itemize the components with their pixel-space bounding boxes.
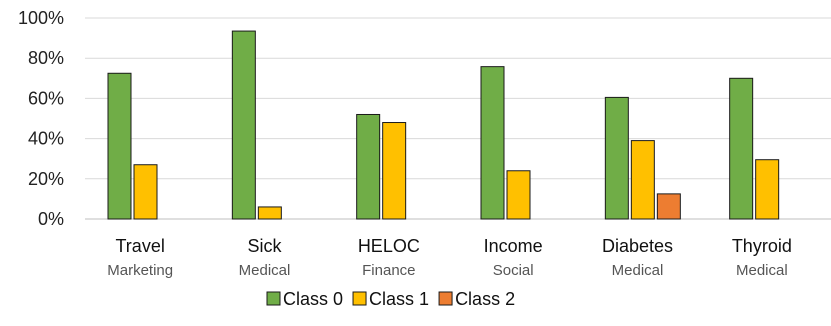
bar-class-1-thyroid (755, 159, 780, 220)
bar-class-0-income (480, 66, 505, 220)
legend-label: Class 2 (455, 289, 515, 309)
bar-class-0-diabetes (604, 96, 629, 220)
x-category-label: HELOC (358, 236, 420, 256)
bar-class-0-travel (107, 72, 132, 220)
x-category-label: Thyroid (732, 236, 792, 256)
x-category-label: Sick (247, 236, 282, 256)
y-tick-label: 80% (28, 48, 64, 68)
x-subcategory-label: Finance (362, 262, 415, 279)
legend-swatch (352, 291, 367, 306)
bar-class-1-income (506, 170, 531, 220)
bar-class-0-thyroid (729, 77, 754, 220)
bar-class-2-diabetes (656, 193, 681, 220)
bars (107, 30, 780, 220)
y-tick-label: 100% (18, 8, 64, 28)
y-tick-label: 20% (28, 169, 64, 189)
x-subcategory-label: Medical (239, 262, 291, 279)
x-subcategory-label: Medical (612, 262, 664, 279)
bar-class-0-heloc (356, 113, 381, 220)
y-tick-label: 0% (38, 209, 64, 229)
bar-class-1-heloc (382, 122, 407, 220)
y-tick-label: 60% (28, 88, 64, 108)
x-subcategory-label: Medical (736, 262, 788, 279)
bar-class-1-diabetes (630, 140, 655, 220)
x-category-label: Travel (115, 236, 164, 256)
legend-label: Class 1 (369, 289, 429, 309)
legend: Class 0 Class 1 Class 2 (266, 289, 515, 309)
x-subcategory-label: Marketing (107, 262, 173, 279)
x-axis: Travel Marketing Sick Medical HELOC Finance In… (107, 236, 792, 279)
x-category-label: Income (484, 236, 543, 256)
y-tick-label: 40% (28, 129, 64, 149)
bar-class-0-sick (231, 30, 256, 220)
bar-class-1-sick (257, 206, 282, 220)
x-subcategory-label: Social (493, 262, 534, 279)
gridlines (85, 17, 831, 220)
legend-label: Class 0 (283, 289, 343, 309)
bar-class-1-travel (133, 164, 158, 220)
x-category-label: Diabetes (602, 236, 673, 256)
y-axis: 0% 20% 40% 60% 80% 100% (18, 8, 64, 229)
legend-swatch (438, 291, 453, 306)
legend-swatch (266, 291, 281, 306)
